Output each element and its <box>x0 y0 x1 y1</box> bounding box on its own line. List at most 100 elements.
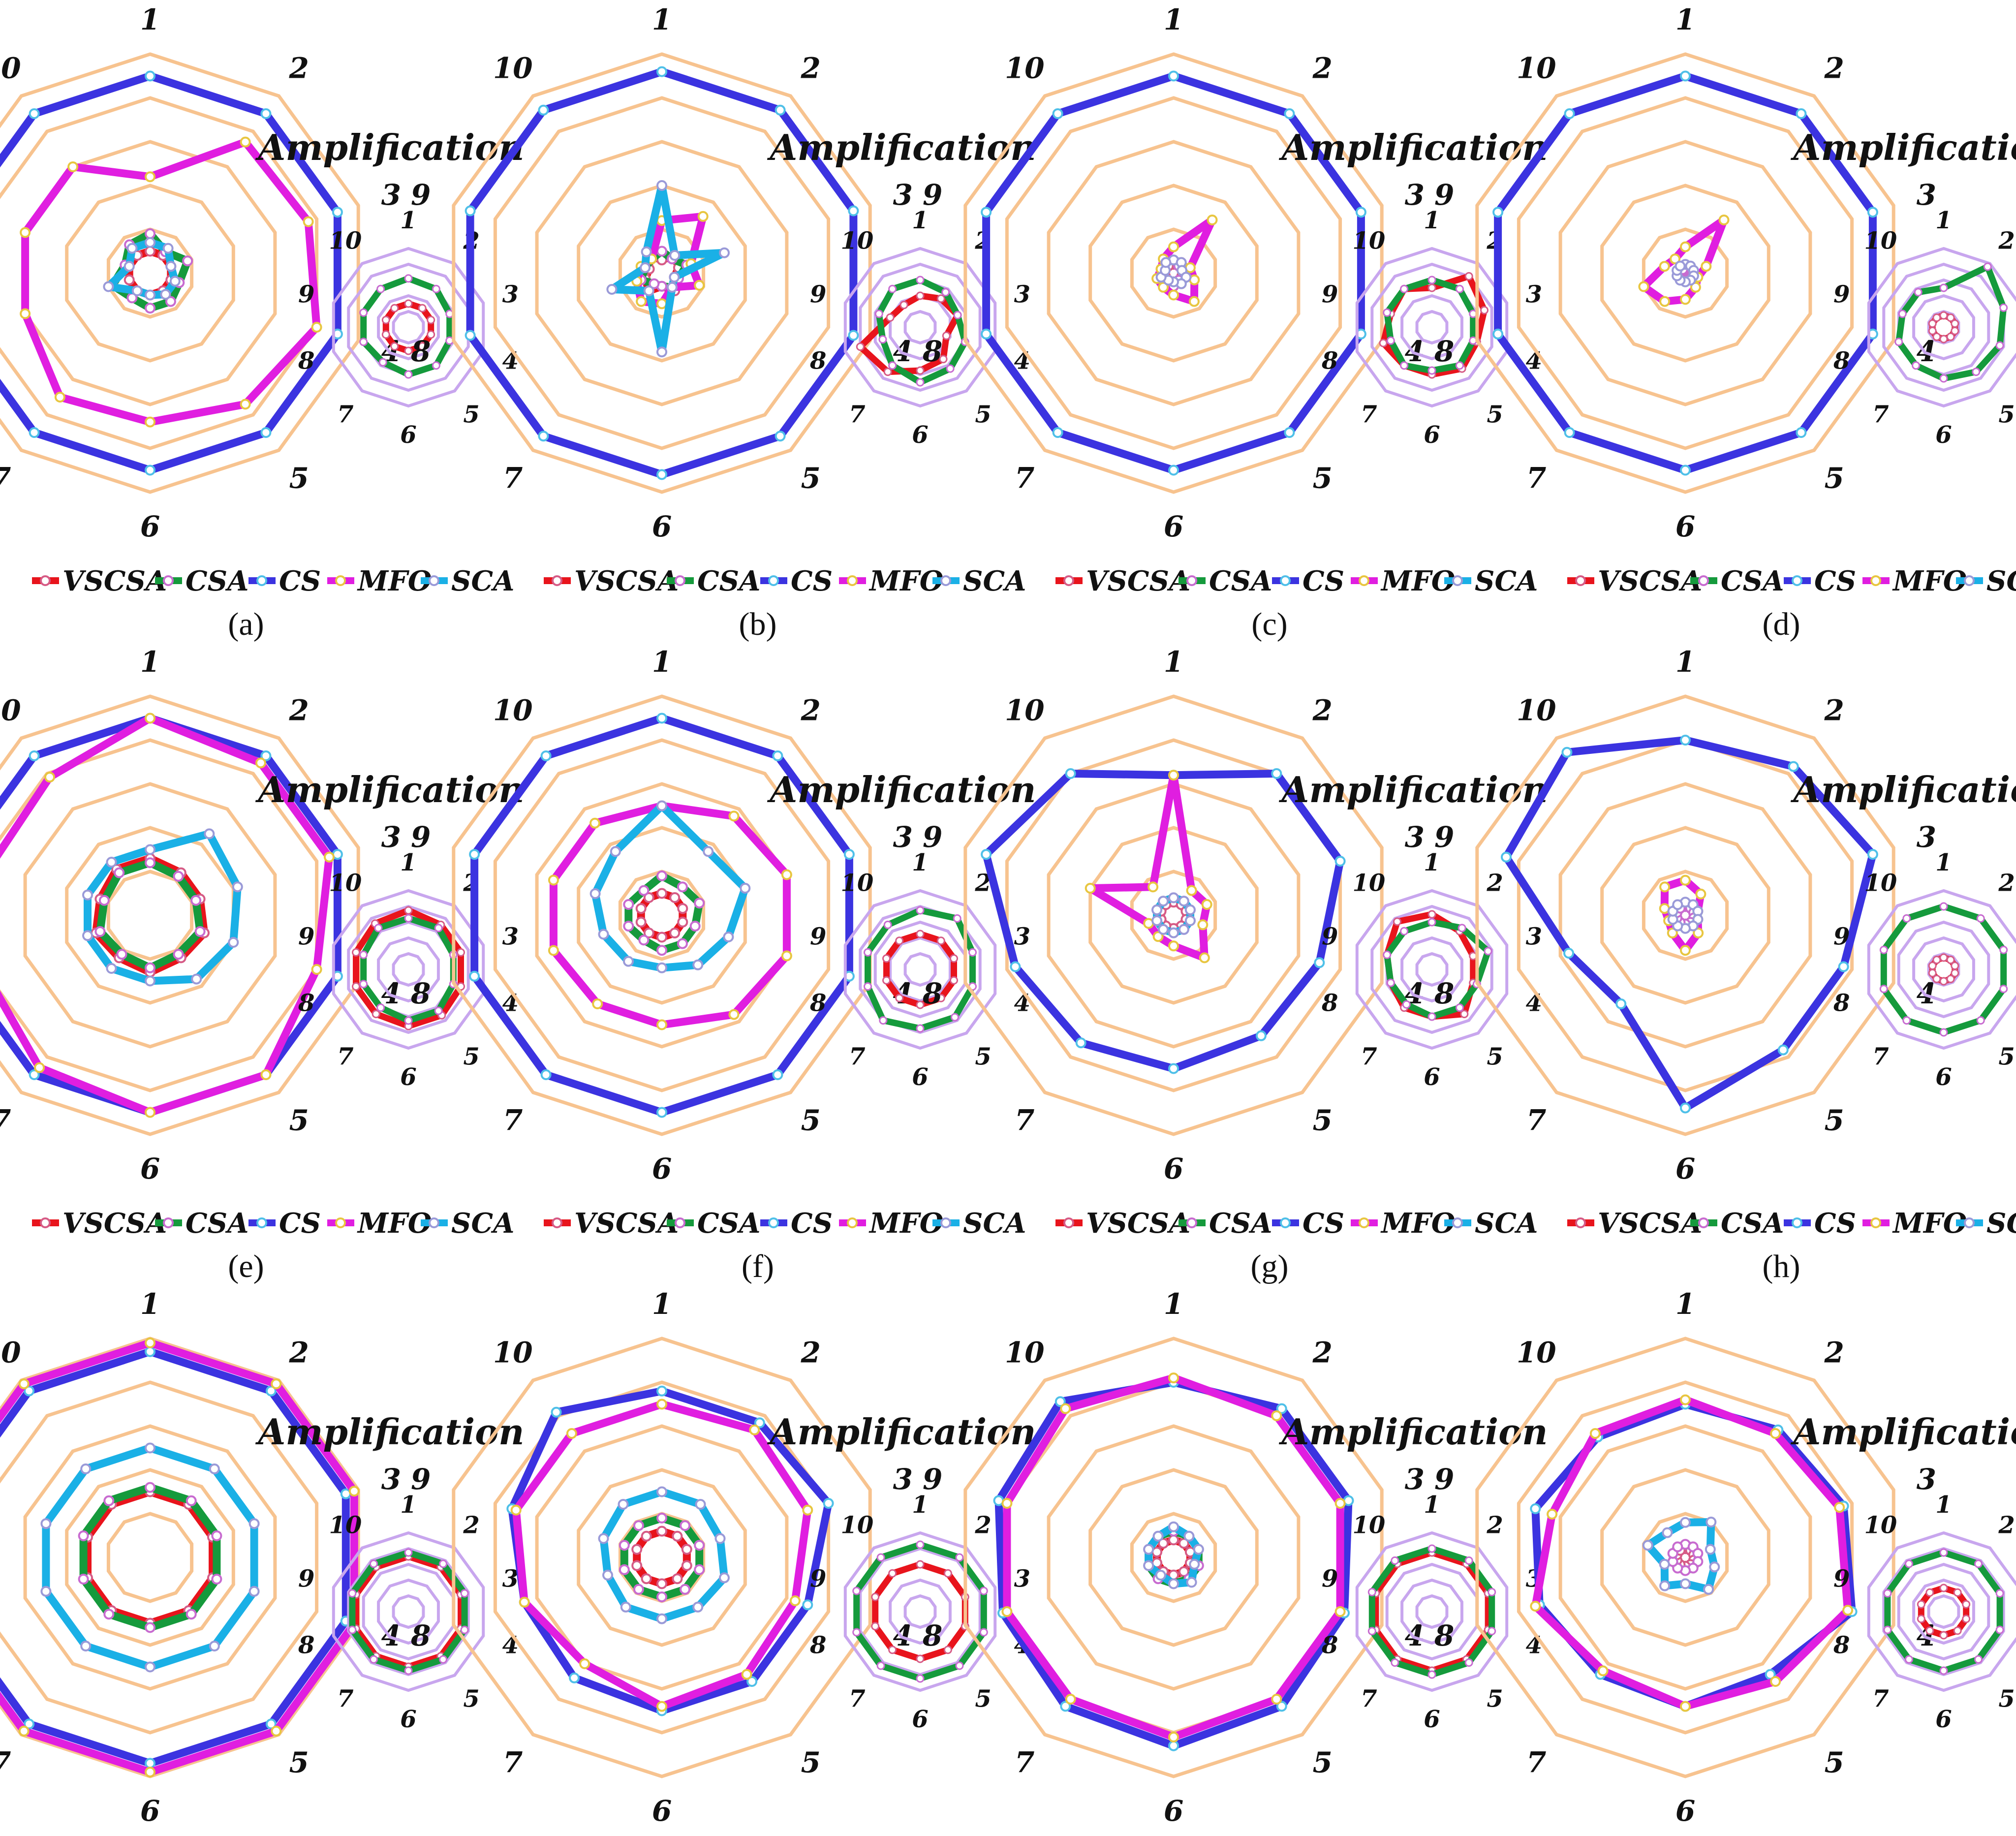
panel-label: (b) <box>739 606 777 642</box>
data-point-csa-10 <box>638 885 650 896</box>
data-point-mfo-4 <box>1197 919 1209 931</box>
amp-data-point-vscsa-3 <box>1951 319 1959 328</box>
amp-axis-label-1: 1 <box>400 1491 416 1519</box>
legend-item-mfo: MFO <box>1862 1207 1967 1240</box>
data-point-mfo-2 <box>271 1378 282 1390</box>
legend-item-csa: CSA <box>1690 1207 1784 1240</box>
axis-label-3: 3 <box>381 178 401 212</box>
axis-label-1: 1 <box>1164 1287 1183 1321</box>
data-point-mfo-1 <box>656 1399 667 1410</box>
amp-data-point-csa-5 <box>432 361 440 370</box>
legend-label-cs: CS <box>791 565 833 597</box>
legend-marker-csa <box>1186 1217 1197 1228</box>
main-grid-ring <box>535 782 789 1049</box>
data-point-sca-3 <box>248 1518 260 1529</box>
data-point-csa-6 <box>656 1591 667 1603</box>
amp-grid-ring <box>392 1594 425 1629</box>
axis-label-1: 1 <box>140 3 160 36</box>
amp-axis-label-10: 10 <box>1864 870 1897 897</box>
amp-data-point-vscsa-9 <box>886 313 895 322</box>
legend-marker-cs <box>1280 575 1291 586</box>
amp-data-point-vscsa-5 <box>1946 332 1955 341</box>
data-point-sca-5 <box>1178 924 1189 935</box>
data-point-mfo-9 <box>548 874 559 886</box>
data-point-cs-10 <box>1052 108 1063 119</box>
axis-label-8: 8 <box>1434 335 1454 368</box>
legend-label-sca: SCA <box>1475 565 1538 597</box>
data-point-sca-8 <box>1151 915 1163 926</box>
data-point-cs-5 <box>775 431 786 442</box>
data-point-cs-2 <box>1284 108 1295 119</box>
radar-panel-12: 12345678910Amplification12345678910VSCSA… <box>1434 1287 2016 1828</box>
main-grid-ring <box>1005 96 1342 450</box>
amp-axis-label-2: 2 <box>1998 870 2015 897</box>
data-point-sca-3 <box>719 247 730 258</box>
data-point-mfo-5 <box>271 1725 282 1737</box>
axis-label-5: 5 <box>801 1746 821 1779</box>
data-point-vscsa-6 <box>656 932 667 943</box>
data-point-sca-6 <box>1680 1578 1691 1589</box>
legend-item-sca: SCA <box>1444 1207 1538 1240</box>
legend-item-mfo: MFO <box>1862 565 1967 597</box>
amp-axis-label-9: 9 <box>1833 1565 1850 1593</box>
amp-data-point-csa-3 <box>1995 1589 2004 1598</box>
data-point-sca-7 <box>1659 1580 1671 1591</box>
data-point-mfo-1 <box>1168 770 1179 781</box>
main-grid-ring <box>0 738 319 1092</box>
data-point-cs-10 <box>1055 1396 1066 1407</box>
data-point-vscsa-10 <box>1158 1538 1169 1549</box>
amp-data-point-csa-3 <box>953 311 962 319</box>
amp-data-point-csa-6 <box>1939 1028 1948 1037</box>
data-point-sca-1 <box>145 844 155 855</box>
amp-data-point-csa-7 <box>1391 1658 1399 1667</box>
axis-label-3: 3 <box>1917 1463 1936 1496</box>
amplification-title: Amplification <box>767 1411 1036 1453</box>
legend-item-sca: SCA <box>1956 565 2016 597</box>
axis-label-5: 5 <box>801 1104 821 1137</box>
legend-label-csa: CSA <box>1209 1207 1272 1240</box>
panel-label: (e) <box>228 1248 264 1284</box>
data-point-sca-2 <box>695 1499 706 1510</box>
data-point-csa-6 <box>145 1622 155 1633</box>
data-point-cs-9 <box>981 207 992 218</box>
axis-label-3: 3 <box>381 820 401 854</box>
axis-label-6: 6 <box>140 510 160 543</box>
legend-item-cs: CS <box>248 1207 321 1240</box>
panel-label: (d) <box>1763 606 1800 642</box>
amp-data-point-csa-9 <box>1383 950 1392 959</box>
amp-axis-label-1: 1 <box>1935 849 1952 876</box>
data-point-cs-5 <box>265 1718 277 1730</box>
data-point-mfo-1 <box>145 1337 155 1348</box>
amp-axis-label-1: 1 <box>1935 1491 1952 1519</box>
data-point-sca-6 <box>145 289 155 301</box>
amp-data-point-csa-10 <box>1902 914 1911 923</box>
data-point-sca-10 <box>126 243 138 254</box>
amp-data-point-csa-4 <box>1999 985 2008 994</box>
data-point-mfo-2 <box>1186 885 1197 896</box>
amp-data-point-csa-7 <box>876 1661 885 1670</box>
amp-axis-label-4: 4 <box>502 1631 519 1659</box>
data-point-vscsa-3 <box>681 1544 692 1555</box>
data-point-sca-5 <box>209 1641 220 1651</box>
amp-axis-label-1: 1 <box>400 207 416 234</box>
data-point-sca-8 <box>598 929 609 940</box>
amp-data-point-vscsa-1 <box>404 906 413 915</box>
amp-data-point-csa-6 <box>916 1674 925 1683</box>
axis-label-5: 5 <box>289 1104 309 1137</box>
data-point-sca-1 <box>656 180 667 191</box>
amp-axis-label-3: 3 <box>502 923 519 951</box>
amp-data-point-csa-2 <box>1455 284 1464 293</box>
data-point-cs-4 <box>802 1599 813 1611</box>
data-point-mfo-5 <box>1690 281 1701 293</box>
data-point-csa-1 <box>656 246 667 257</box>
amp-axis-label-6: 6 <box>1424 421 1440 449</box>
amp-data-point-vscsa-5 <box>1953 1626 1962 1635</box>
data-point-csa-3 <box>190 895 202 906</box>
data-point-vscsa-8 <box>635 916 647 928</box>
amp-axis-label-10: 10 <box>841 1512 874 1539</box>
legend-label-mfo: MFO <box>1892 565 1967 597</box>
amp-axis-label-6: 6 <box>912 1063 928 1091</box>
data-point-csa-10 <box>633 1520 644 1531</box>
amp-data-point-vscsa-2 <box>418 304 427 312</box>
legend-marker-vscsa <box>1575 1217 1586 1228</box>
